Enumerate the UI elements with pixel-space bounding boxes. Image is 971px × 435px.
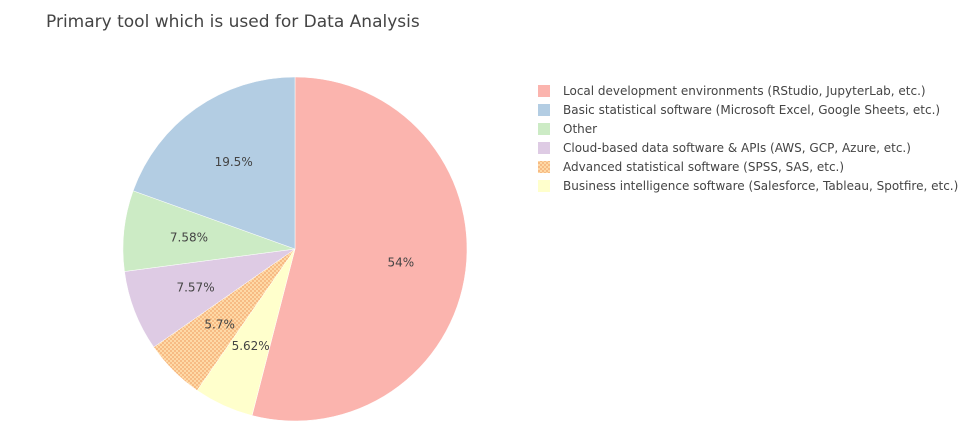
legend-swatch bbox=[538, 104, 550, 116]
legend-item-basic-statistical-software-microsoft-exc[interactable]: Basic statistical software (Microsoft Ex… bbox=[538, 103, 940, 117]
pie-slice-basic-statistical-software-microsoft-exc[interactable] bbox=[132, 76, 296, 250]
legend-item-cloud-based-data-software-apis-aws-gcp-a[interactable]: Cloud-based data software & APIs (AWS, G… bbox=[538, 141, 911, 155]
legend-label: Cloud-based data software & APIs (AWS, G… bbox=[563, 141, 911, 155]
slice-percent-label: 54% bbox=[387, 255, 414, 269]
chart-title: Primary tool which is used for Data Anal… bbox=[46, 12, 420, 32]
slice-percent-label: 7.58% bbox=[170, 231, 208, 245]
legend-swatch bbox=[538, 142, 550, 154]
slice-percent-label: 5.7% bbox=[204, 317, 235, 331]
slice-percent-label: 7.57% bbox=[176, 280, 214, 294]
legend-item-local-development-environments-rstudio-j[interactable]: Local development environments (RStudio,… bbox=[538, 84, 926, 98]
legend-swatch bbox=[538, 123, 550, 135]
legend-swatch bbox=[538, 180, 550, 192]
slice-percent-label: 19.5% bbox=[215, 155, 253, 169]
legend-swatch bbox=[538, 161, 550, 173]
slice-percent-label: 5.62% bbox=[232, 339, 270, 353]
legend: Local development environments (RStudio,… bbox=[538, 84, 958, 193]
legend-label: Business intelligence software (Salesfor… bbox=[563, 179, 958, 193]
pie: 54% 5.62% 5.7% 7.57% 7.58% 19.5% bbox=[122, 76, 468, 422]
legend-label: Basic statistical software (Microsoft Ex… bbox=[563, 103, 940, 117]
legend-item-advanced-statistical-software-spss-sas-e[interactable]: Advanced statistical software (SPSS, SAS… bbox=[538, 160, 844, 174]
legend-label: Local development environments (RStudio,… bbox=[563, 84, 926, 98]
legend-item-business-intelligence-software-salesforc[interactable]: Business intelligence software (Salesfor… bbox=[538, 179, 958, 193]
legend-label: Advanced statistical software (SPSS, SAS… bbox=[563, 160, 844, 174]
legend-item-other[interactable]: Other bbox=[538, 122, 597, 136]
legend-swatch bbox=[538, 85, 550, 97]
pie-slice-local-development-environments-rstudio-j[interactable] bbox=[251, 76, 468, 422]
legend-label: Other bbox=[563, 122, 597, 136]
